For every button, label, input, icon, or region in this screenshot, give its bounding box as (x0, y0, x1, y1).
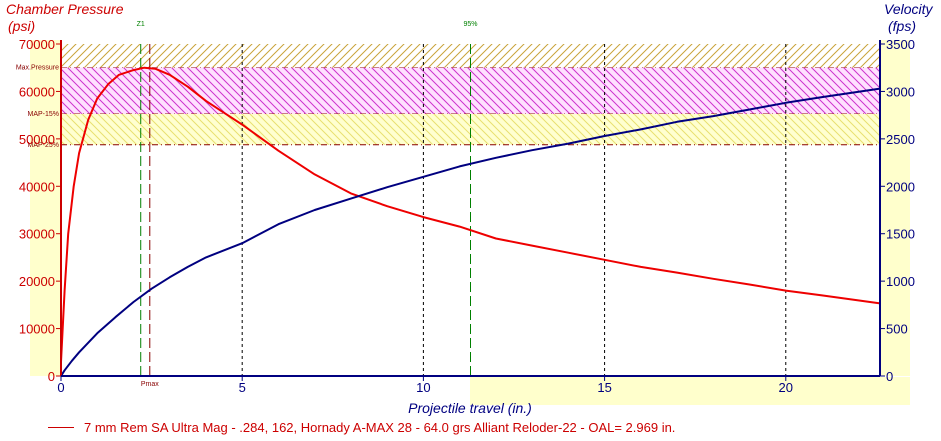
right-tick-label-4: 2000 (886, 179, 915, 194)
left-axis-title: Chamber Pressure (6, 1, 124, 17)
left-tick-label-5: 50000 (19, 132, 55, 147)
left-tick-label-0: 0 (48, 369, 55, 384)
legend-swatch (48, 426, 74, 428)
right-tick-label-3: 1500 (886, 227, 915, 242)
right-tick-label-1: 500 (886, 322, 908, 337)
x-tick-label-0: 0 (57, 380, 64, 395)
x-axis-title: Projectile travel (in.) (408, 400, 532, 416)
left-tick-label-4: 40000 (19, 179, 55, 194)
legend-label: 7 mm Rem SA Ultra Mag - .284, 162, Horna… (84, 419, 676, 435)
left-axis-strip (30, 40, 60, 376)
left-tick-label-2: 20000 (19, 274, 55, 289)
vline-2-label: Pmax (141, 381, 159, 388)
x-tick-label-1: 5 (239, 380, 246, 395)
left-tick-label-1: 10000 (19, 322, 55, 337)
bottom-axis-strip (470, 377, 910, 405)
right-axis-title: Velocity (884, 1, 934, 17)
band-0-label: Max.Pressure (16, 65, 59, 72)
right-tick-label-0: 0 (886, 369, 893, 384)
right-tick-label-2: 1000 (886, 274, 915, 289)
band-0 (61, 44, 880, 68)
right-axis-strip (880, 40, 910, 376)
right-axis-unit: (fps) (888, 18, 916, 34)
right-tick-label-5: 2500 (886, 132, 915, 147)
x-tick-label-3: 15 (597, 380, 611, 395)
band-1-label: MAP-15% (27, 111, 59, 118)
series-line-0 (60, 66, 881, 362)
x-tick-label-2: 10 (416, 380, 430, 395)
legend: 7 mm Rem SA Ultra Mag - .284, 162, Horna… (48, 418, 675, 436)
left-tick-label-7: 70000 (19, 37, 55, 52)
left-axis-unit: (psi) (8, 18, 35, 34)
right-tick-label-6: 3000 (886, 84, 915, 99)
band-2-label: MAP-25% (27, 142, 59, 149)
right-tick-label-7: 3500 (886, 37, 915, 52)
x-tick-label-4: 20 (779, 380, 793, 395)
vline-0-label: Z1 (137, 21, 145, 28)
left-tick-label-6: 60000 (19, 84, 55, 99)
left-tick-label-3: 30000 (19, 227, 55, 242)
vline-1-label: 95% (463, 21, 477, 28)
series-line-1 (60, 87, 881, 377)
